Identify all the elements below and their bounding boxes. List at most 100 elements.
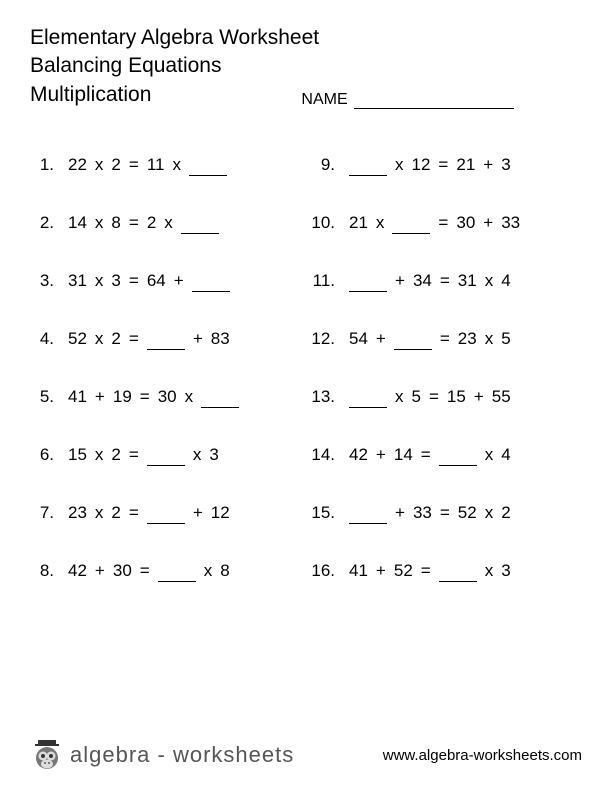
equation-token: 21: [456, 155, 475, 175]
equation-token: 8: [220, 561, 229, 581]
title-line-2: Balancing Equations: [30, 52, 582, 80]
answer-blank[interactable]: [349, 510, 387, 524]
problem-number: 15.: [311, 503, 335, 523]
answer-blank[interactable]: [349, 162, 387, 176]
problem-number: 11.: [311, 271, 335, 291]
problem-row: 13.x5=15+55: [311, 387, 582, 407]
equation-token: =: [440, 503, 450, 523]
answer-blank[interactable]: [349, 278, 387, 292]
equation-token: 31: [458, 271, 477, 291]
equation-token: 3: [501, 155, 510, 175]
name-input-line[interactable]: [354, 91, 514, 109]
problem-number: 1.: [30, 155, 54, 175]
problem-number: 8.: [30, 561, 54, 581]
equation-token: x: [395, 387, 404, 407]
equation-token: 23: [458, 329, 477, 349]
equation-token: 83: [211, 329, 230, 349]
equation-token: x: [485, 503, 494, 523]
equation-token: =: [129, 329, 139, 349]
equation-token: 12: [211, 503, 230, 523]
equation-token: +: [95, 561, 105, 581]
answer-blank[interactable]: [349, 394, 387, 408]
equation-token: 2: [111, 503, 120, 523]
answer-blank[interactable]: [392, 220, 430, 234]
equation-token: +: [193, 329, 203, 349]
equation-token: 3: [501, 561, 510, 581]
equation-token: =: [421, 445, 431, 465]
answer-blank[interactable]: [147, 510, 185, 524]
equation-token: 30: [113, 561, 132, 581]
problem-number: 14.: [311, 445, 335, 465]
problem-row: 2.14x8=2x: [30, 213, 301, 233]
problem-row: 1.22x2=11x: [30, 155, 301, 175]
equation-token: 3: [209, 445, 218, 465]
problem-row: 5.41+19=30x: [30, 387, 301, 407]
problem-number: 13.: [311, 387, 335, 407]
equation-token: 34: [413, 271, 432, 291]
equation-token: x: [95, 271, 104, 291]
equation-token: x: [95, 503, 104, 523]
equation-token: 42: [349, 445, 368, 465]
equation-token: 30: [456, 213, 475, 233]
answer-blank[interactable]: [201, 394, 239, 408]
problem-number: 12.: [311, 329, 335, 349]
equation-token: 52: [394, 561, 413, 581]
equation-token: +: [95, 387, 105, 407]
equation-token: +: [395, 503, 405, 523]
equation-token: 8: [111, 213, 120, 233]
equation-token: 64: [147, 271, 166, 291]
equation-token: =: [129, 445, 139, 465]
brand-logo: algebra - worksheets: [30, 738, 294, 772]
equation-token: =: [129, 503, 139, 523]
equation-token: +: [376, 445, 386, 465]
equation-token: x: [395, 155, 404, 175]
answer-blank[interactable]: [181, 220, 219, 234]
equation-token: +: [483, 213, 493, 233]
equation-token: =: [140, 561, 150, 581]
equation-token: 3: [111, 271, 120, 291]
answer-blank[interactable]: [189, 162, 227, 176]
brand-text: algebra - worksheets: [70, 742, 294, 768]
equation-token: +: [483, 155, 493, 175]
equation-token: 33: [413, 503, 432, 523]
answer-blank[interactable]: [147, 336, 185, 350]
problems-grid: 1.22x2=11x2.14x8=2x3.31x3=64+4.52x2=+835…: [30, 155, 582, 581]
problem-row: 8.42+30=x8: [30, 561, 301, 581]
problem-number: 16.: [311, 561, 335, 581]
equation-token: 22: [68, 155, 87, 175]
answer-blank[interactable]: [158, 568, 196, 582]
name-label: NAME: [301, 91, 347, 109]
problem-row: 11.+34=31x4: [311, 271, 582, 291]
equation-token: x: [95, 213, 104, 233]
equation-token: 19: [113, 387, 132, 407]
equation-token: 5: [412, 387, 421, 407]
equation-token: 30: [158, 387, 177, 407]
answer-blank[interactable]: [192, 278, 230, 292]
equation-token: 2: [501, 503, 510, 523]
equation-token: x: [376, 213, 385, 233]
answer-blank[interactable]: [439, 568, 477, 582]
answer-blank[interactable]: [147, 452, 185, 466]
equation-token: 11: [147, 155, 165, 175]
problem-row: 14.42+14=x4: [311, 445, 582, 465]
problem-row: 16.41+52=x3: [311, 561, 582, 581]
problem-row: 15.+33=52x2: [311, 503, 582, 523]
equation-token: 42: [68, 561, 87, 581]
answer-blank[interactable]: [394, 336, 432, 350]
equation-token: x: [485, 445, 494, 465]
problem-number: 5.: [30, 387, 54, 407]
equation-token: 2: [147, 213, 156, 233]
problem-row: 12.54+=23x5: [311, 329, 582, 349]
problem-row: 9.x12=21+3: [311, 155, 582, 175]
title-line-1: Elementary Algebra Worksheet: [30, 24, 582, 52]
equation-token: 4: [501, 445, 510, 465]
equation-token: 14: [68, 213, 87, 233]
equation-token: x: [164, 213, 173, 233]
problem-row: 3.31x3=64+: [30, 271, 301, 291]
equation-token: =: [438, 155, 448, 175]
answer-blank[interactable]: [439, 452, 477, 466]
problem-row: 4.52x2=+83: [30, 329, 301, 349]
equation-token: +: [376, 561, 386, 581]
equation-token: 33: [501, 213, 520, 233]
equation-token: x: [485, 561, 494, 581]
